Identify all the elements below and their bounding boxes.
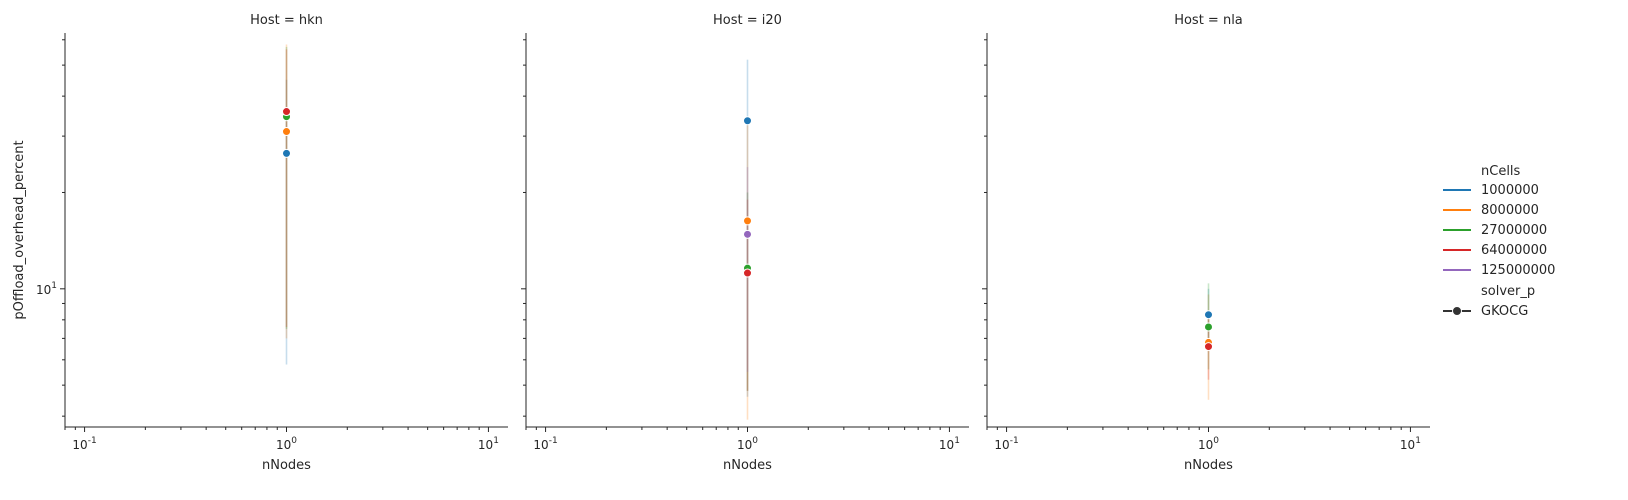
panel-title: Host = i20 [713,13,782,28]
facet-panels: 10-1 100 101 101 Host = hkn nNodes pOffload_ov… [12,13,1430,473]
y-axis-label: pOffload_overhead_percent [12,140,27,319]
x-tick-label: 100 [276,436,297,452]
facet-panel-0: 10-1 100 101 101 Host = hkn nNodes pOffload_ov… [12,13,508,473]
x-axis-label: nNodes [723,458,772,473]
x-tick-label: 101 [939,436,960,452]
legend-style-title: solver_p [1481,284,1535,299]
legend-entry-label: 125000000 [1481,263,1555,278]
confidence-band [285,44,288,339]
x-axis-label: nNodes [262,458,311,473]
legend-hue-title: nCells [1481,164,1521,179]
legend-entry-label: 64000000 [1481,243,1547,258]
x-tick-label: 10-1 [72,436,96,452]
data-point [743,116,752,126]
data-point [743,216,752,226]
confidence-band [285,49,288,327]
data-point [282,107,291,117]
legend-style-label: GKOCG [1481,304,1528,319]
data-point [282,127,291,137]
confidence-band [746,59,749,397]
data-point [282,148,291,158]
confidence-band [746,192,749,391]
x-tick-label: 10-1 [994,436,1018,452]
x-tick-label: 101 [1400,436,1421,452]
data-point [1204,310,1213,320]
y-tick-label: 101 [36,281,57,297]
x-tick-label: 10-1 [533,436,557,452]
x-tick-label: 100 [1198,436,1219,452]
x-tick-label: 100 [737,436,758,452]
data-point [1204,322,1213,332]
x-tick-label: 101 [478,436,499,452]
x-axis-label: nNodes [1184,458,1233,473]
legend-entry-label: 27000000 [1481,223,1547,238]
panel-title: Host = nla [1174,13,1243,28]
legend-style-marker [1452,306,1462,316]
data-point [743,268,752,278]
panel-title: Host = hkn [250,13,323,28]
facet-panel-1: 10-1 100 101 Host = i20 nNodes [521,13,969,473]
confidence-band [285,79,288,365]
confidence-band [285,46,288,329]
legend-entry-label: 8000000 [1481,203,1539,218]
legend: nCells 1000000 8000000 27000000 64000000 1250… [1443,164,1555,319]
legend-entry-label: 1000000 [1481,183,1539,198]
facet-panel-2: 10-1 100 101 Host = nla nNodes [982,13,1430,473]
data-point [743,229,752,239]
data-point [1204,342,1213,352]
confidence-band [746,199,749,391]
